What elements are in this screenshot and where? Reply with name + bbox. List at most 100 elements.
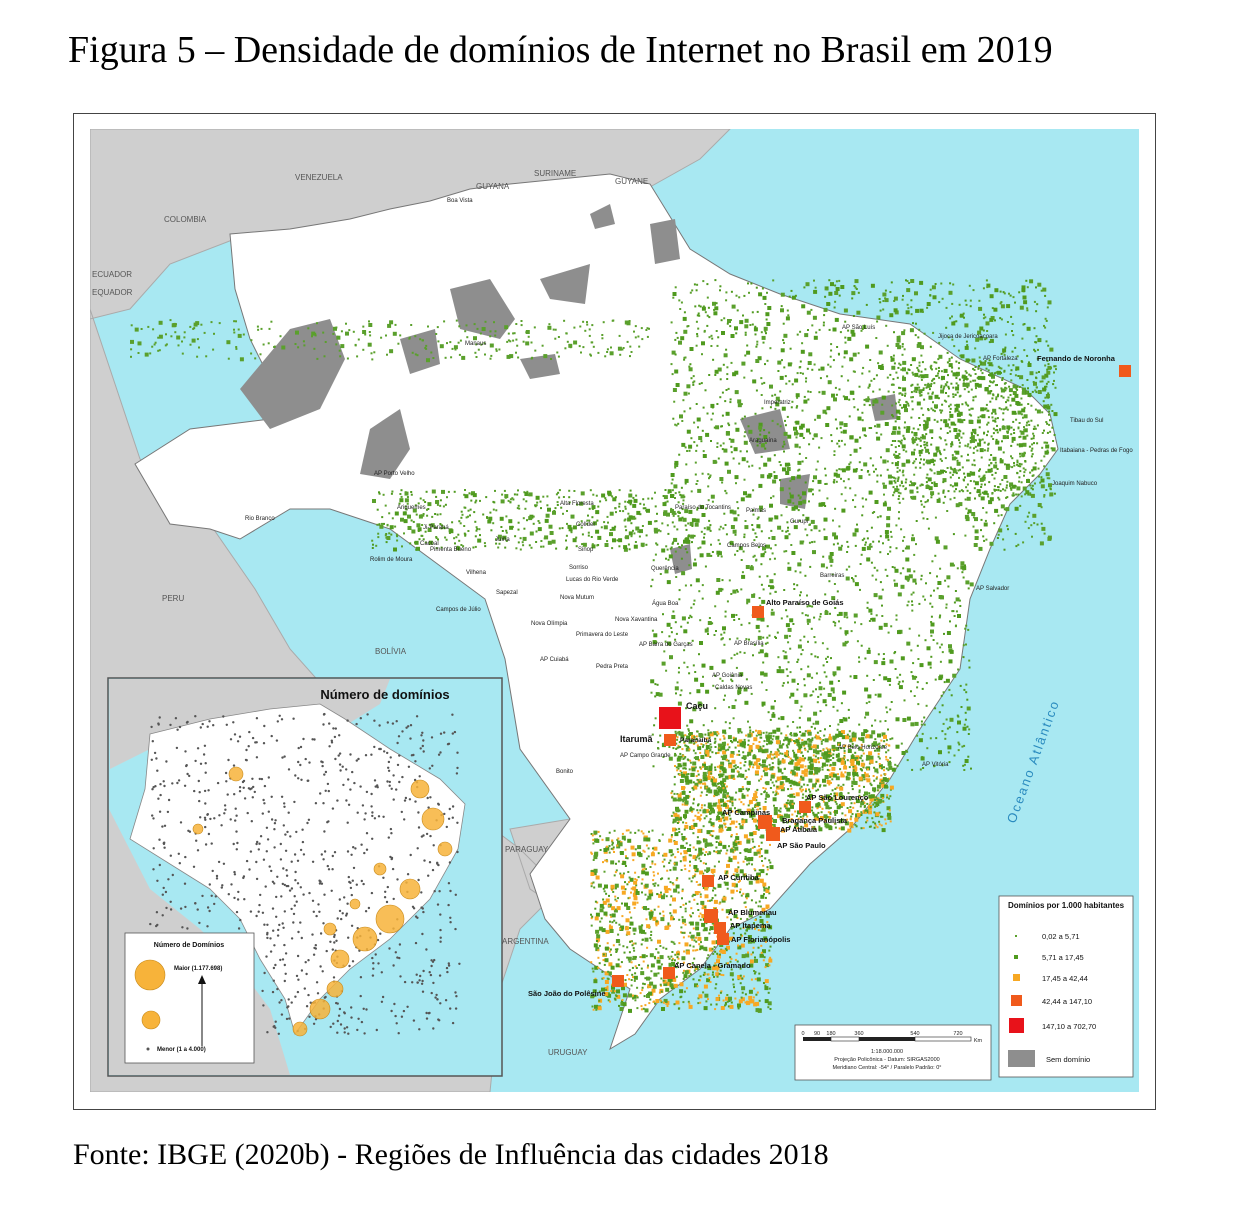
- domain-square: [663, 495, 668, 500]
- domain-square: [810, 308, 813, 311]
- domain-square: [158, 349, 161, 352]
- domain-square: [696, 508, 699, 511]
- domain-square: [362, 330, 367, 334]
- domain-square: [833, 306, 836, 309]
- domain-square: [901, 331, 906, 336]
- domain-square: [381, 516, 384, 519]
- domain-square: [805, 516, 810, 521]
- domain-square: [515, 547, 518, 550]
- domain-square: [909, 328, 914, 333]
- domain-square: [708, 767, 713, 772]
- domain-square: [1044, 294, 1047, 297]
- domain-square: [588, 334, 591, 337]
- domain-square: [967, 443, 970, 446]
- domain-square: [801, 788, 804, 791]
- domain-square: [663, 511, 667, 516]
- domain-square: [675, 383, 680, 387]
- domain-square: [963, 763, 966, 766]
- domain-square: [516, 507, 519, 510]
- domain-square: [720, 319, 723, 322]
- domain-square: [399, 498, 404, 503]
- domain-square: [897, 488, 900, 491]
- domain-square: [1016, 486, 1021, 491]
- domain-square: [780, 305, 783, 308]
- domain-square: [925, 433, 928, 436]
- domain-square: [629, 489, 632, 492]
- domain-square: [691, 734, 695, 739]
- domain-square: [544, 518, 549, 523]
- domain-square: [794, 826, 796, 829]
- domain-square: [884, 818, 887, 821]
- domain-square: [721, 659, 726, 664]
- domain-square: [999, 429, 1002, 432]
- domain-square: [1015, 545, 1018, 548]
- domain-square: [963, 479, 965, 482]
- domain-square: [1021, 285, 1026, 290]
- domain-square: [988, 464, 991, 467]
- domain-square: [551, 539, 556, 544]
- domain-square: [914, 721, 919, 726]
- domain-square: [897, 456, 900, 459]
- domain-square: [237, 328, 240, 331]
- domain-square: [528, 544, 531, 547]
- domain-square: [911, 604, 914, 606]
- domain-square: [1031, 488, 1034, 491]
- domain-square: [568, 343, 573, 348]
- domain-square: [748, 429, 753, 434]
- domain-square: [1033, 327, 1036, 330]
- domain-square: [951, 456, 956, 461]
- domain-square: [1032, 466, 1037, 471]
- domain-square: [699, 619, 702, 622]
- domain-square: [844, 320, 847, 323]
- domain-square: [825, 423, 830, 427]
- domain-square: [864, 657, 867, 660]
- domain-square: [756, 524, 761, 529]
- domain-square: [794, 822, 799, 827]
- domain-square: [758, 630, 761, 633]
- domain-square: [919, 280, 924, 285]
- domain-square: [743, 415, 746, 418]
- domain-square: [707, 633, 709, 635]
- domain-square: [872, 390, 875, 393]
- domain-square: [708, 519, 711, 522]
- domain-square: [800, 790, 803, 793]
- domain-square: [956, 412, 961, 417]
- domain-square: [943, 545, 948, 550]
- domain-square: [783, 341, 785, 344]
- domain-square: [813, 525, 818, 530]
- domain-square: [978, 356, 981, 359]
- domain-square: [710, 543, 712, 546]
- domain-square: [844, 821, 849, 826]
- domain-square: [720, 633, 723, 636]
- domain-square: [470, 493, 473, 496]
- domain-square: [651, 733, 654, 736]
- domain-square: [684, 524, 687, 527]
- domain-square: [893, 300, 896, 302]
- domain-square: [746, 781, 749, 784]
- domain-square: [451, 521, 454, 524]
- domain-square: [672, 296, 675, 299]
- domain-square: [925, 582, 927, 585]
- domain-square: [508, 519, 513, 524]
- domain-square: [868, 700, 871, 703]
- domain-square: [910, 593, 913, 596]
- domain-square: [1017, 543, 1020, 546]
- domain-square: [724, 786, 727, 789]
- domain-square: [690, 825, 695, 830]
- domain-square: [927, 477, 932, 482]
- domain-square: [967, 512, 970, 515]
- domain-square: [699, 809, 702, 812]
- domain-square: [1044, 317, 1047, 320]
- domain-square: [1039, 380, 1042, 383]
- domain-square: [699, 546, 702, 549]
- domain-square: [408, 337, 411, 340]
- domain-square: [703, 527, 706, 530]
- domain-square: [849, 777, 851, 780]
- domain-square: [734, 699, 737, 702]
- domain-square: [574, 526, 577, 529]
- domain-square: [742, 751, 745, 754]
- domain-square: [346, 357, 349, 360]
- domain-square: [664, 640, 667, 643]
- domain-square: [957, 715, 960, 718]
- domain-square: [798, 781, 801, 784]
